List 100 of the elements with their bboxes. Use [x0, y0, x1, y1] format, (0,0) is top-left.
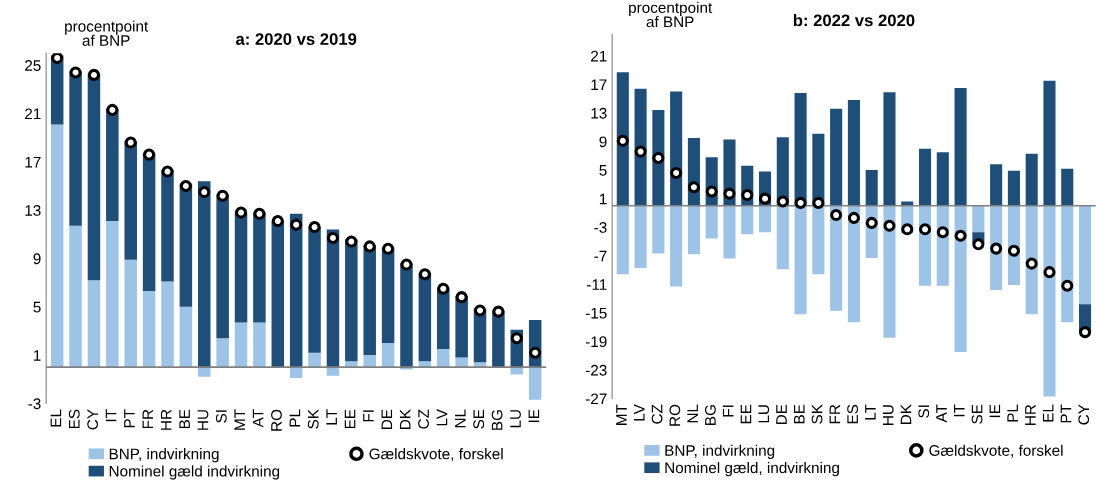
x-tick-label: CY: [1078, 404, 1090, 425]
bar: [87, 280, 101, 368]
bar: [883, 92, 896, 206]
bar: [936, 152, 949, 206]
point: [670, 166, 683, 179]
bar: [616, 72, 629, 206]
bar: [326, 367, 340, 376]
bar: [1043, 205, 1056, 397]
point: [954, 229, 967, 242]
point: [510, 332, 523, 345]
bar: [1025, 205, 1038, 315]
x-tick-label: EL: [50, 409, 62, 427]
bar: [271, 221, 285, 368]
bar: [253, 322, 266, 368]
bar: [1007, 170, 1020, 206]
x-tick-label: LT: [865, 404, 876, 420]
bar: [901, 201, 914, 206]
y-tick-label: 5: [33, 301, 41, 313]
point: [1007, 244, 1020, 257]
point: [794, 196, 807, 209]
y-tick-label: -23: [585, 364, 607, 376]
x-tick-label: SI: [918, 405, 930, 418]
bar: [1078, 205, 1092, 305]
y-tick-label: 21: [591, 50, 607, 62]
bar: [492, 310, 505, 368]
bar: [954, 87, 967, 206]
x-tick-label: LU: [510, 410, 521, 428]
x-tick-label: DK: [399, 409, 411, 429]
bar: [106, 108, 119, 222]
x-tick-label: FR: [142, 409, 154, 429]
point: [418, 268, 431, 281]
point: [382, 242, 395, 255]
point: [830, 209, 843, 222]
x-tick-label: PL: [289, 409, 301, 427]
text: procentpoint af BNP: [629, 1, 713, 28]
x-tick-label: NL: [455, 409, 466, 428]
y-tick-label: -3: [594, 222, 607, 233]
bar: [455, 295, 468, 358]
x-tick-label: LV: [436, 409, 448, 426]
bar: [234, 212, 248, 323]
point: [124, 136, 137, 149]
bar: [883, 205, 896, 338]
y-tick-label: -11: [587, 279, 607, 290]
bar: [216, 194, 229, 339]
y-tick-label: 25: [25, 60, 41, 71]
point: [290, 218, 303, 231]
point: [69, 66, 82, 79]
x-tick-label: CZ: [418, 409, 429, 429]
x-tick-label: ES: [847, 404, 859, 424]
point: [216, 189, 229, 202]
bar: [865, 170, 878, 206]
bar: [289, 213, 303, 368]
bar: [847, 205, 860, 323]
bar: [234, 322, 248, 368]
bar: [1061, 205, 1074, 323]
x-tick-label: IE: [989, 404, 1001, 418]
x-tick-label: HU: [197, 410, 209, 430]
x-tick-label: SK: [307, 409, 319, 429]
x-tick-label: IT: [954, 404, 965, 417]
bar: [847, 100, 860, 206]
point: [918, 223, 932, 236]
bar: [990, 164, 1003, 206]
x-tick-label: LU: [758, 405, 770, 423]
bar: [142, 291, 156, 368]
bar: [741, 205, 754, 235]
bar: [363, 355, 376, 368]
legend-label: Gældskvote, forskel: [369, 448, 503, 462]
point: [308, 221, 321, 234]
chart-title: a: 2020 vs 2019: [235, 33, 357, 45]
bar: [634, 205, 647, 268]
point: [741, 189, 754, 202]
x-tick-label: SI: [215, 410, 227, 423]
legend-label: Gældskvote, forskel: [929, 444, 1063, 458]
x-tick-label: HR: [160, 409, 172, 430]
y-tick-label: -3: [28, 398, 41, 410]
x-tick-label: SK: [811, 404, 823, 424]
bar: [308, 352, 321, 368]
legend-label: Nominel gæld indvirkning: [109, 465, 280, 480]
x-tick-label: DE: [776, 404, 787, 425]
point: [972, 238, 985, 251]
point: [936, 226, 949, 239]
point: [400, 258, 413, 271]
point: [271, 215, 284, 228]
bar: [794, 205, 807, 315]
bar: [670, 91, 683, 206]
x-tick-label: ES: [68, 409, 80, 429]
point: [455, 291, 468, 304]
x-tick-label: HR: [1025, 404, 1036, 425]
x-tick-label: EE: [740, 404, 752, 424]
x-tick-label: DE: [381, 409, 393, 429]
y-tick-label: 17: [25, 156, 41, 168]
x-tick-label: BG: [491, 410, 503, 430]
bar: [776, 205, 789, 270]
bar: [198, 367, 211, 377]
point: [723, 187, 736, 200]
y-tick-label: -19: [585, 336, 607, 348]
bar: [308, 227, 321, 353]
x-tick-label: LV: [634, 404, 645, 421]
bar: [670, 205, 683, 287]
bar: [758, 205, 772, 233]
